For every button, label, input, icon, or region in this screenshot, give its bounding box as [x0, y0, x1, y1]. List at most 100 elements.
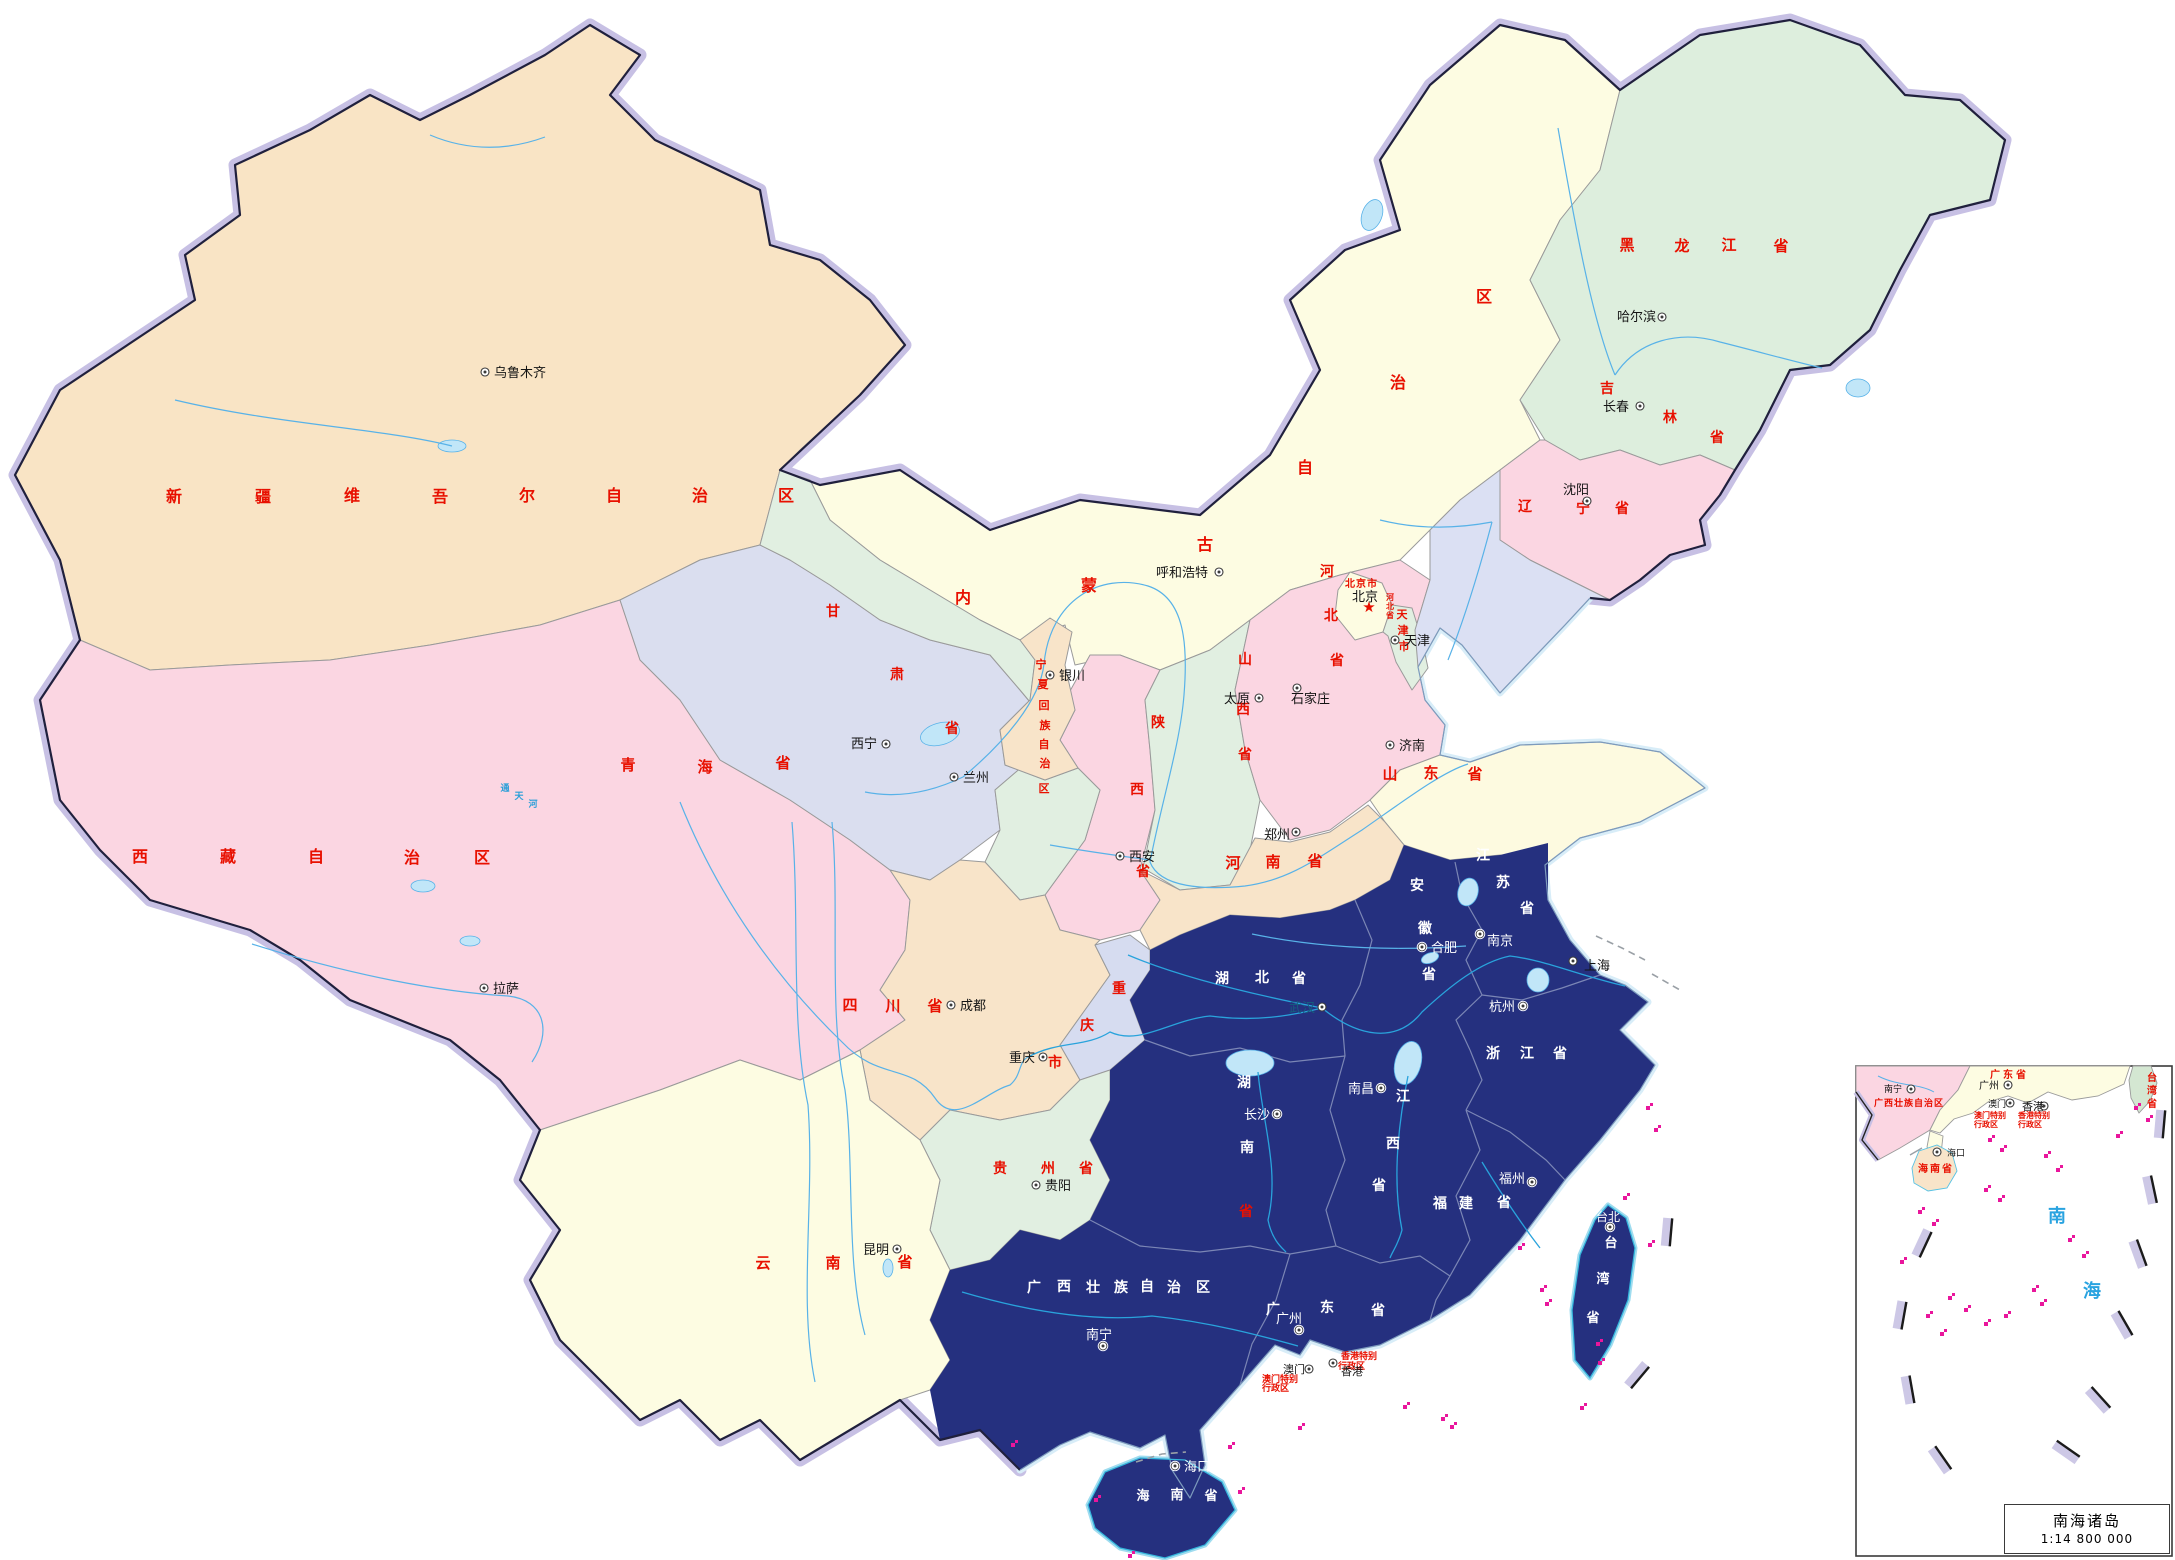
city-name: 乌鲁木齐	[494, 365, 546, 381]
label-text: 行政区	[1337, 1360, 1365, 1372]
dash-bar-body	[1892, 1300, 1907, 1330]
river	[791, 821, 816, 1383]
city-name: 西宁	[851, 736, 877, 752]
label-qinghai: 青海省	[620, 754, 790, 776]
province-southeast-highlight[interactable]	[930, 843, 1655, 1498]
island-dot	[1940, 1332, 1944, 1336]
city-shenyang: 沈阳	[1563, 483, 1592, 506]
capital-star-icon: ★	[1362, 598, 1375, 616]
label-char: 南	[1240, 1139, 1254, 1156]
label-char: 省	[1466, 765, 1482, 783]
label-i-hk-1: 香港特别	[2017, 1110, 2050, 1120]
label-i-guangxi: 广西壮族自治区	[1874, 1097, 1943, 1109]
province-ningxia[interactable]	[999, 617, 1079, 781]
province-gansu[interactable]	[759, 469, 1101, 901]
city-name: 昆明	[863, 1243, 889, 1258]
island-dot	[1600, 1339, 1603, 1342]
province-border	[1455, 994, 1483, 1051]
label-char: 徽	[1417, 920, 1433, 937]
city-name: 成都	[960, 999, 986, 1014]
island-dot	[1952, 1293, 1955, 1296]
island-dot	[1407, 1402, 1410, 1405]
label-char: 族	[1114, 1279, 1129, 1296]
label-char: 四	[842, 996, 857, 1014]
city-marker-ring	[1416, 941, 1428, 953]
label-char: 甘	[826, 603, 840, 620]
island-dot	[1098, 1495, 1101, 1498]
city-marker-ring	[1293, 1324, 1305, 1336]
boundary-dash-bar	[2084, 1386, 2112, 1414]
label-char: 山	[1238, 652, 1252, 668]
island-dot	[2116, 1134, 2120, 1138]
label-char: 台	[2147, 1071, 2157, 1084]
city-changsha: 长沙	[1244, 1108, 1283, 1123]
city-name: 银川	[1059, 669, 1085, 684]
city-name: 长沙	[1244, 1108, 1270, 1123]
city-marker-dot	[1101, 1344, 1105, 1348]
label-char: 天	[514, 791, 524, 802]
city-wuhan: 武汉	[1289, 1001, 1327, 1016]
label-char: 龙	[1673, 237, 1689, 255]
island-dot	[1228, 1445, 1232, 1449]
label-char: 湾	[1596, 1271, 1609, 1287]
inset-inset-taiwan[interactable]	[2128, 1065, 2158, 1114]
city-name: 上海	[1584, 959, 1610, 974]
island-dot	[1094, 1498, 1098, 1502]
city-marker-dot	[1478, 932, 1482, 936]
city-name: 南昌	[1348, 1081, 1374, 1097]
island-dot	[1450, 1425, 1454, 1429]
city-marker-ring	[1097, 1340, 1109, 1352]
island-dot	[2146, 1118, 2150, 1122]
label-text: 澳门特别	[1262, 1373, 1298, 1385]
island-dot	[1298, 1426, 1302, 1430]
city-name: 杭州	[1489, 1000, 1515, 1015]
inset-legend-box: 南海诸岛 1:14 800 000	[2004, 1504, 2170, 1554]
inset-inset-hainan[interactable]	[1911, 1144, 1958, 1192]
city-marker-dot	[1393, 638, 1397, 642]
city-name: 济南	[1399, 738, 1425, 754]
island-dot	[1627, 1193, 1630, 1196]
label-char: 市	[1399, 639, 1410, 653]
label-jilin: 吉林省	[1600, 380, 1724, 446]
label-char: 治	[404, 848, 420, 867]
label-char: 南	[825, 1254, 840, 1272]
label-char: 江	[1476, 847, 1490, 864]
label-char: 云	[755, 1254, 770, 1272]
island-dot	[1646, 1106, 1650, 1110]
label-char: 福	[1432, 1195, 1447, 1212]
label-char: 京	[1356, 577, 1366, 590]
boundary-dash-bar	[2110, 1310, 2134, 1340]
label-char: 维	[344, 486, 360, 505]
label-char: 区	[778, 486, 794, 505]
boundary-dash-bar	[1927, 1445, 1953, 1475]
province-hainan-island[interactable]	[1088, 1458, 1235, 1558]
label-xizang: 西藏自治区	[132, 847, 490, 867]
lake	[1457, 877, 1479, 907]
river	[831, 821, 866, 1336]
city-name: 香港	[1341, 1365, 1363, 1378]
island-dot	[2004, 1145, 2007, 1148]
province-border	[1335, 1245, 1451, 1277]
label-heilongjiang: 黑龙江省	[1619, 236, 1788, 255]
province-beijing[interactable]	[1334, 571, 1393, 641]
capital-name: 北京	[1352, 590, 1378, 605]
province-border	[1089, 1219, 1337, 1255]
boundary-dash-bar	[1624, 1361, 1650, 1390]
label-i-mo-1: 澳门特别	[1974, 1110, 2006, 1120]
province-taiwan-island[interactable]	[1572, 1205, 1635, 1378]
label-i-mo-2: 行政区	[1973, 1119, 1998, 1129]
river	[1127, 954, 1323, 1009]
label-shanxi: 山西省	[1236, 652, 1252, 763]
label-char: 省	[1385, 610, 1394, 620]
dash-bars	[1624, 1217, 1674, 1390]
island-dots	[1011, 1103, 1661, 1558]
island-dot	[1654, 1128, 1658, 1132]
label-char: 省	[1614, 500, 1629, 517]
city-marker-dot	[952, 775, 956, 779]
inset-inset-guangdong[interactable]	[1929, 1065, 2131, 1134]
city-name: 武汉	[1289, 1001, 1315, 1016]
city-i-guangzhou: 广州	[1979, 1080, 2013, 1092]
city-i-xianggang: 香港	[2022, 1100, 2049, 1113]
island-dot	[1015, 1440, 1018, 1443]
